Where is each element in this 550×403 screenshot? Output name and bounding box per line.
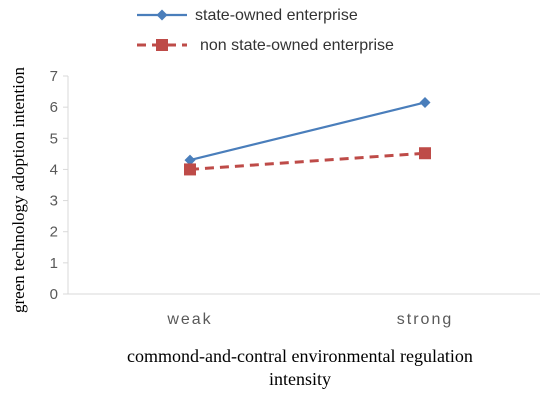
series-2-point-strong bbox=[419, 147, 431, 160]
y-tick-label: 1 bbox=[50, 255, 58, 272]
x-axis-title-line-1: commond-and-contral environmental regula… bbox=[127, 346, 473, 366]
series-2-point-weak bbox=[184, 163, 196, 176]
series-2 bbox=[184, 147, 431, 176]
legend-marker-1 bbox=[156, 9, 168, 21]
x-tick-label: strong bbox=[397, 311, 453, 328]
y-tick-label: 2 bbox=[50, 224, 58, 241]
series-1-point-weak bbox=[184, 154, 196, 166]
y-tick-label: 0 bbox=[50, 286, 58, 303]
legend-item-1: state-owned enterprise bbox=[137, 7, 358, 24]
legend-item-2: non state-owned enterprise bbox=[137, 37, 394, 54]
x-axis-title-line-2: intensity bbox=[269, 369, 331, 389]
legend-label-2: non state-owned enterprise bbox=[200, 37, 394, 54]
series-1-point-strong bbox=[419, 96, 431, 108]
series-1-line bbox=[189, 101, 426, 162]
x-tick-label: weak bbox=[166, 311, 212, 328]
y-tick-label: 4 bbox=[50, 161, 58, 178]
y-tick-label: 3 bbox=[50, 193, 58, 210]
y-tick-label: 7 bbox=[50, 68, 58, 85]
y-tick-label: 6 bbox=[50, 99, 58, 116]
legend-marker-2 bbox=[156, 39, 168, 51]
series-1 bbox=[184, 96, 431, 166]
y-axis: 0 1 2 3 4 5 6 7 bbox=[50, 68, 69, 303]
y-tick-label: 5 bbox=[50, 130, 58, 147]
y-axis-title: green technology adoption intention bbox=[9, 67, 28, 313]
series-layer bbox=[184, 96, 431, 176]
x-axis: weak strong bbox=[68, 293, 540, 328]
legend: state-owned enterprise non state-owned en… bbox=[137, 7, 394, 54]
legend-label-1: state-owned enterprise bbox=[195, 7, 358, 24]
series-2-line bbox=[189, 151, 426, 171]
